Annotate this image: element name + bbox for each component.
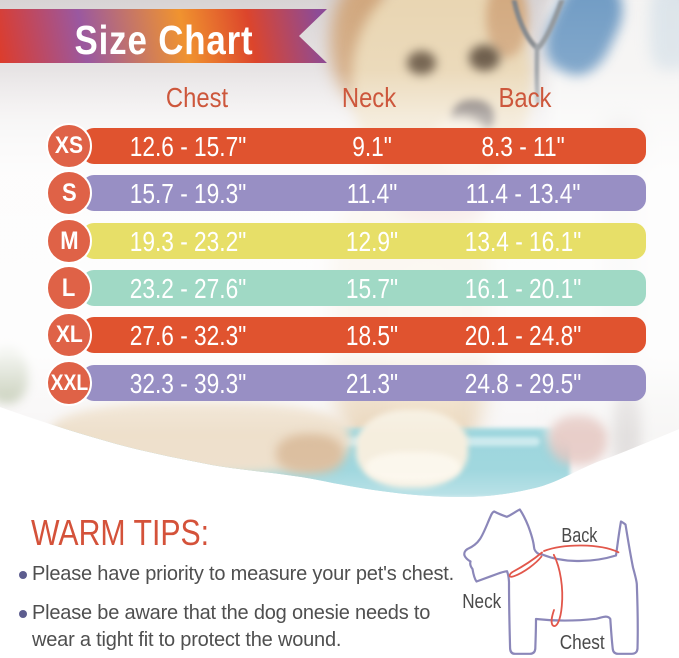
- svg-text:Chest: Chest: [560, 632, 605, 654]
- svg-text:Neck: Neck: [462, 591, 502, 613]
- svg-text:Back: Back: [561, 525, 598, 547]
